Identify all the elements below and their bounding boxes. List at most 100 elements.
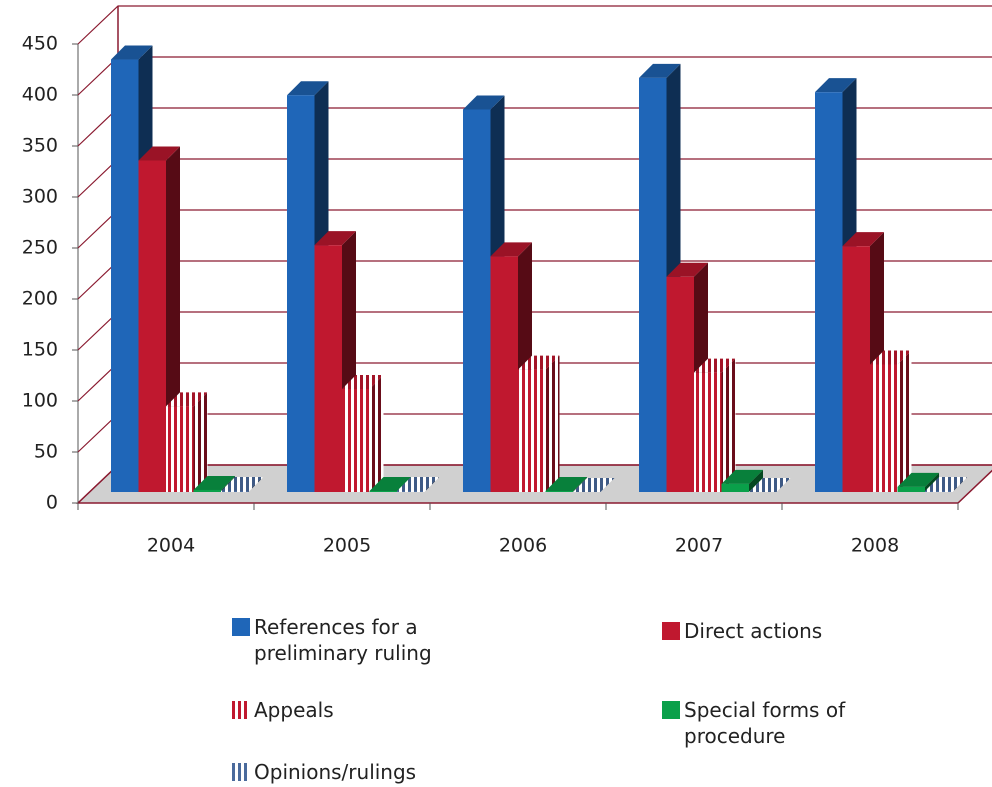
bar-side — [952, 476, 967, 492]
bar-front — [721, 483, 749, 492]
bar-top — [287, 81, 329, 96]
bar-top — [166, 392, 208, 407]
bar-top — [842, 232, 884, 247]
bar-top — [221, 476, 263, 491]
bar-top — [815, 78, 857, 93]
bar-front — [925, 490, 953, 492]
bar-front — [490, 256, 518, 492]
bar-side — [248, 476, 263, 492]
y-tick-label: 350 — [22, 135, 58, 157]
legend-label: Direct actions — [684, 619, 823, 643]
bar-top — [193, 475, 235, 490]
bar-side — [369, 374, 384, 492]
bar-top — [639, 63, 681, 78]
bar-top — [749, 478, 791, 492]
legend-label: Special forms of procedure — [684, 698, 846, 748]
bar-top — [897, 472, 939, 487]
bar-front — [111, 59, 139, 493]
y-tick-label: 400 — [22, 84, 58, 106]
legend-item: Direct actions — [662, 618, 882, 644]
bar — [925, 476, 967, 492]
bar-side — [545, 355, 560, 492]
bar — [694, 358, 736, 492]
bar-front — [342, 388, 370, 492]
bar-front — [314, 245, 342, 492]
bar-top — [545, 476, 587, 491]
bar-top — [314, 231, 356, 246]
bar-front — [397, 490, 425, 492]
y-tick-label: 150 — [22, 339, 58, 361]
bar-side — [749, 469, 763, 492]
bar-top — [342, 374, 384, 389]
bar-top — [721, 469, 763, 484]
y-tick-label: 50 — [34, 441, 58, 463]
bar-side — [573, 476, 587, 492]
y-tick-label: 450 — [22, 33, 58, 55]
bar — [342, 374, 384, 492]
bar-front — [138, 160, 166, 492]
legend-swatch — [232, 618, 250, 636]
bar — [545, 476, 587, 492]
bar — [397, 476, 439, 492]
legend-item: Opinions/rulings — [232, 759, 447, 785]
bar-front — [193, 489, 221, 492]
bar — [721, 469, 763, 492]
bar-top — [138, 146, 180, 161]
bar-front — [815, 92, 843, 492]
bar-side — [193, 392, 208, 492]
y-tick-label: 0 — [46, 492, 58, 514]
bar-side — [721, 358, 736, 492]
bar-front — [221, 490, 249, 492]
bar-top — [397, 476, 439, 491]
legend-swatch — [232, 701, 250, 719]
bar-top — [490, 242, 532, 257]
bar-top — [463, 95, 505, 110]
bar-front — [842, 246, 870, 492]
y-tick-label: 250 — [22, 237, 58, 259]
bar-side — [424, 476, 439, 492]
grid-line — [77, 5, 992, 45]
legend-item: Special forms of procedure — [662, 697, 892, 749]
bar-front — [287, 95, 315, 492]
bar — [221, 476, 263, 492]
bar-top — [925, 476, 967, 491]
legend-label: References for a preliminary ruling — [254, 615, 432, 665]
bar-top — [694, 358, 736, 373]
bar-front — [694, 372, 722, 492]
y-tick-label: 300 — [22, 186, 58, 208]
bar — [897, 472, 939, 492]
bar-front — [897, 486, 925, 492]
bar-top — [870, 350, 912, 365]
bar-front — [870, 364, 898, 492]
bar-side — [925, 472, 939, 492]
x-tick-label: 2008 — [851, 535, 899, 557]
bar — [573, 478, 615, 492]
bar-top — [111, 45, 153, 60]
bar — [166, 392, 208, 492]
bar-front — [666, 276, 694, 492]
legend-item: References for a preliminary ruling — [232, 614, 447, 666]
bar-top — [666, 262, 708, 277]
bar-top — [518, 355, 560, 370]
legend-swatch — [232, 763, 250, 781]
bar-front — [639, 77, 667, 492]
bar-front — [463, 109, 491, 492]
bar-front — [166, 406, 194, 492]
bar — [749, 478, 791, 492]
bar-front — [369, 490, 397, 492]
legend-swatch — [662, 701, 680, 719]
bar-front — [518, 369, 546, 492]
bar-side — [897, 350, 912, 492]
x-tick-label: 2004 — [147, 535, 195, 557]
legend-swatch — [662, 622, 680, 640]
bar-top — [369, 476, 411, 491]
x-tick-label: 2007 — [675, 535, 723, 557]
y-tick-label: 200 — [22, 288, 58, 310]
bar — [870, 350, 912, 492]
x-tick-label: 2006 — [499, 535, 547, 557]
legend-label: Appeals — [254, 698, 334, 722]
bar — [518, 355, 560, 492]
legend-item: Appeals — [232, 697, 447, 723]
